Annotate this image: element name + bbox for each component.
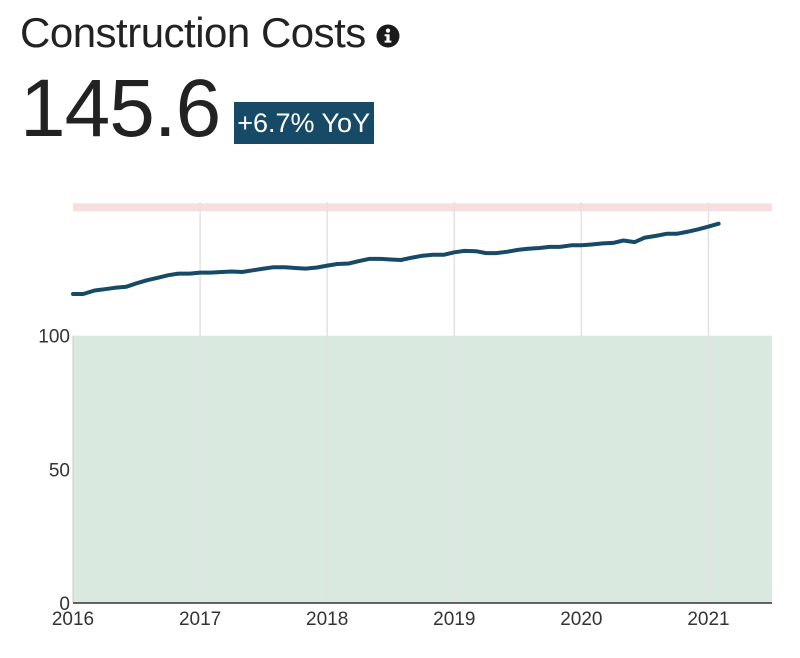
x-tick-label-2018: 2018 <box>306 609 348 630</box>
info-circle-icon[interactable] <box>376 24 400 48</box>
title-row: Construction Costs <box>20 8 400 58</box>
current-value: 145.6 <box>20 63 221 154</box>
y-tick-label-100: 100 <box>38 327 70 348</box>
y-tick-label-0: 0 <box>59 594 70 615</box>
x-tick-label-2016: 2016 <box>52 609 94 630</box>
x-tick-label-2020: 2020 <box>560 609 602 630</box>
yoy-change-badge: +6.7% YoY <box>234 102 375 144</box>
chart-band-1 <box>73 203 772 212</box>
chart-band-0 <box>73 335 772 603</box>
series-line-0 <box>71 221 721 296</box>
y-tick-label-50: 50 <box>49 460 70 481</box>
x-tick-label-2017: 2017 <box>179 609 221 630</box>
x-tick-label-2021: 2021 <box>687 609 729 630</box>
page-title: Construction Costs <box>20 9 366 56</box>
value-row: 145.6 +6.7% YoY <box>20 62 375 154</box>
x-tick-label-2019: 2019 <box>433 609 475 630</box>
